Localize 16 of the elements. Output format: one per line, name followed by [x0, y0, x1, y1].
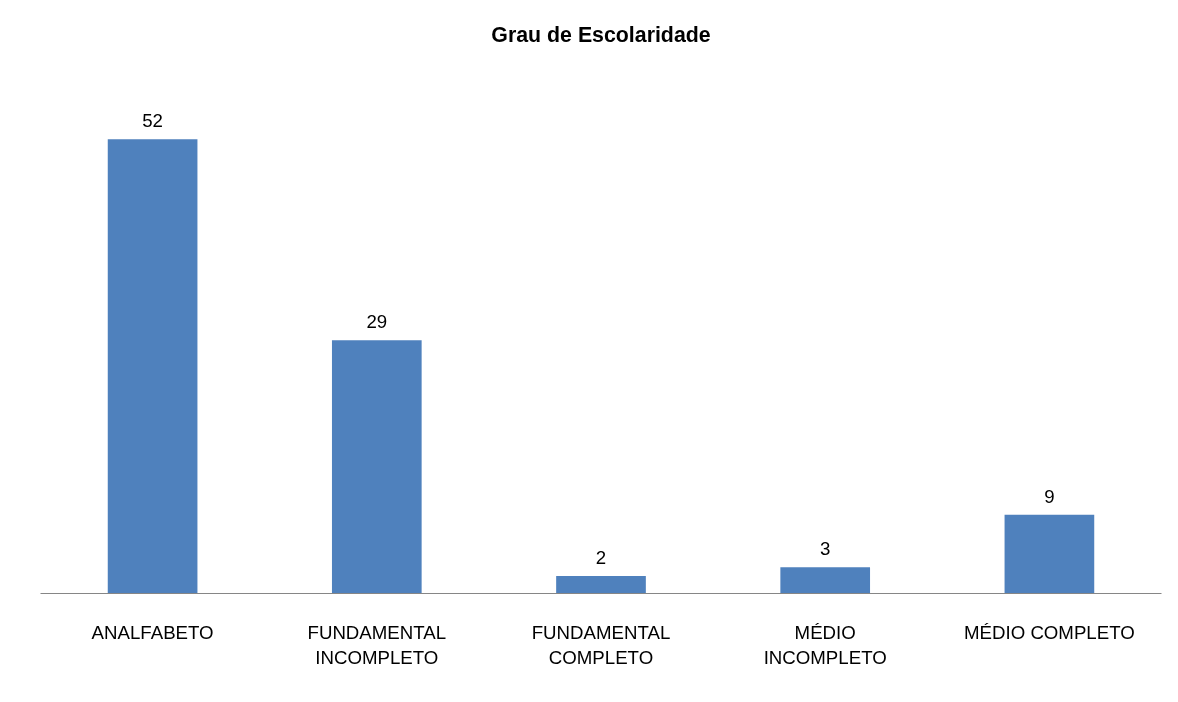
data-label: 52 [142, 110, 163, 132]
bar [107, 139, 198, 594]
bar [556, 576, 646, 594]
bar [780, 567, 871, 594]
x-tick-label: MÉDIO INCOMPLETO [763, 621, 887, 668]
chart-title: Grau de Escolaridade [491, 22, 711, 47]
bar [1004, 514, 1095, 594]
x-tick-label: FUNDAMENTAL INCOMPLETO [307, 621, 447, 668]
x-tick-label: FUNDAMENTAL COMPLETO [531, 621, 671, 668]
data-label: 2 [595, 547, 607, 569]
data-label: 3 [820, 538, 831, 560]
data-label: 9 [1044, 485, 1055, 507]
data-label: 29 [366, 311, 388, 333]
x-tick-label: MÉDIO COMPLETO [964, 621, 1135, 643]
bar [331, 340, 422, 594]
x-tick-label: ANALFABETO [91, 621, 214, 643]
